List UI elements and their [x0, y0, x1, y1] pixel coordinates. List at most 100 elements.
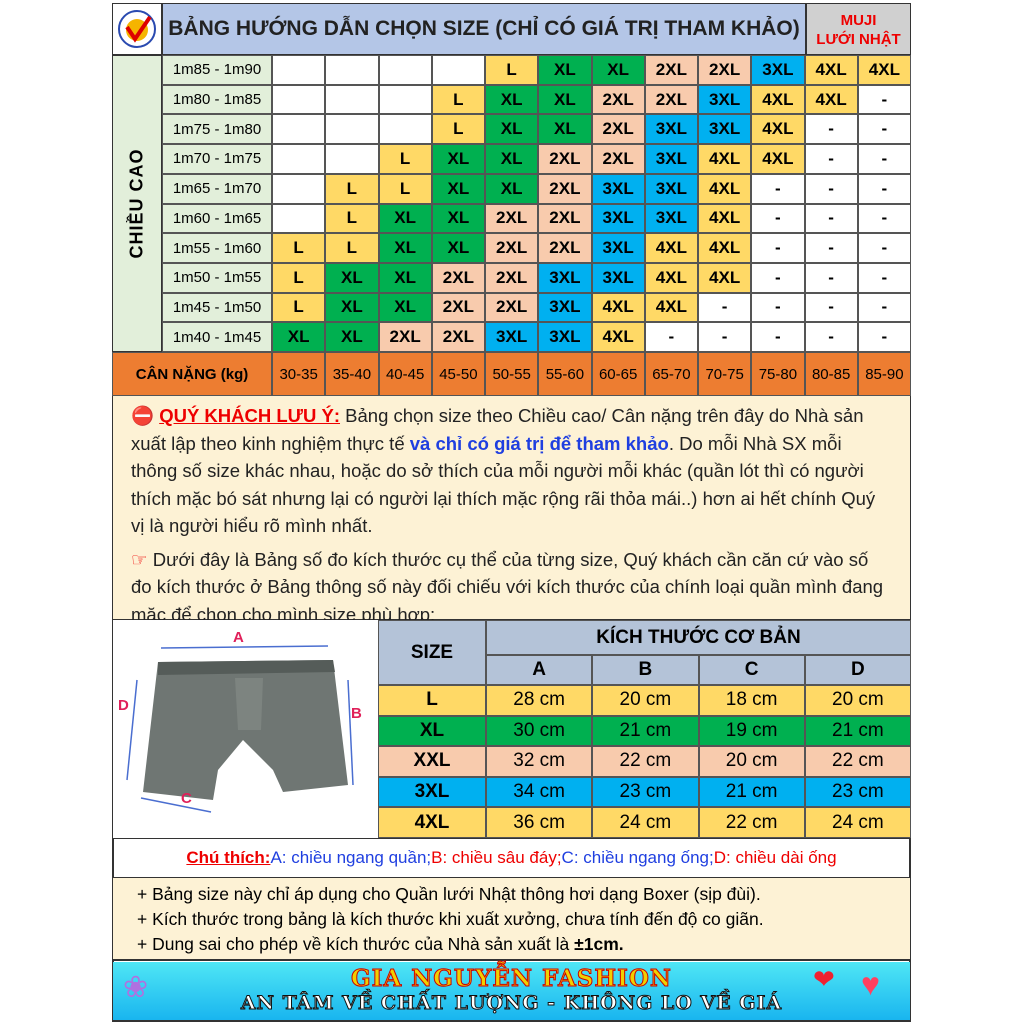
size-cell: 4XL [751, 144, 805, 174]
size-cell: L [378, 144, 432, 174]
height-range: 1m40 - 1m45 [162, 322, 272, 352]
size-cell: XL [431, 144, 485, 174]
measurement-cell: 22 cm [804, 746, 911, 777]
size-cell: XL [485, 84, 539, 115]
size-cell: 2XL [378, 322, 432, 352]
heart-icon: ❤ [813, 964, 835, 994]
measurement-cell: 22 cm [698, 807, 805, 838]
size-cell: XL [591, 55, 645, 85]
label-c: C [181, 790, 192, 807]
size-cell: 3XL [538, 262, 592, 293]
size-cell: XL [431, 173, 485, 204]
size-cell: XL [485, 114, 539, 145]
size-cell: - [751, 173, 805, 204]
size-cell: XL [538, 114, 592, 145]
measurement-cell: 19 cm [698, 715, 805, 747]
notice-text-1: Bảng chọn size theo Chiều cao/ Cân nặng … [131, 405, 864, 454]
size-cell: L [325, 203, 379, 234]
rule-2: + Kích thước trong bảng là kích thước kh… [137, 909, 764, 929]
legend-b: B: chiều sâu đáy; [431, 848, 562, 867]
height-range: 1m65 - 1m70 [162, 173, 272, 204]
size-cell: XL [378, 262, 432, 293]
weight-range: 60-65 [591, 352, 645, 396]
size-cell: 2XL [431, 292, 485, 323]
rule-3-tolerance: ±1cm. [574, 934, 624, 954]
size-cell: 2XL [431, 322, 485, 352]
height-range: 1m75 - 1m80 [162, 114, 272, 145]
notice-paragraph: ⛔ QUÝ KHÁCH LƯU Ý: Bảng chọn size theo C… [131, 402, 892, 540]
notice-title: QUÝ KHÁCH LƯU Ý: [159, 405, 341, 426]
size-label: 4XL [378, 807, 486, 838]
banner-slogan: AN TÂM VỀ CHẤT LƯỢNG - KHÔNG LO VỀ GIÁ [240, 992, 783, 1015]
size-cell: 3XL [644, 173, 698, 204]
size-label: XXL [378, 746, 486, 777]
size-cell: L [272, 292, 326, 323]
size-cell: 2XL [538, 233, 592, 263]
size-cell: 4XL [698, 203, 752, 234]
size-cell: 2XL [485, 233, 539, 263]
size-cell: 4XL [698, 144, 752, 174]
size-cell [272, 84, 326, 115]
size-cell [272, 55, 326, 85]
size-grid: 1m85 - 1m90 L XL XL 2XL 2XL 3XL 4XL 4XL 1m80 - 1m… [162, 55, 911, 352]
weight-range: 50-55 [485, 352, 539, 396]
size-cell: - [804, 292, 858, 323]
size-cell: - [751, 292, 805, 323]
notice-highlight: và chỉ có giá trị để tham khảo [409, 432, 669, 454]
size-cell [272, 203, 326, 234]
measurement-table: SIZE KÍCH THƯỚC CƠ BẢN A B C D L 28 cm 20 cm 18… [378, 620, 911, 838]
weight-label: CÂN NẶNG (kg) [112, 352, 272, 396]
size-cell: XL [485, 144, 539, 174]
size-cell [378, 55, 432, 85]
size-cell [272, 173, 326, 204]
size-cell: 2XL [485, 292, 539, 323]
size-cell: XL [538, 84, 592, 115]
height-axis-label: CHIỀU CAO [112, 55, 162, 352]
instruction-text: Dưới đây là Bảng số đo kích thước cụ thể… [131, 548, 884, 625]
size-label: 3XL [378, 776, 486, 808]
label-b: B [351, 705, 362, 722]
size-cell: - [804, 173, 858, 204]
rule-1: + Bảng size này chỉ áp dụng cho Quần lướ… [137, 884, 761, 904]
weight-range: 40-45 [378, 352, 432, 396]
weight-range: 55-60 [538, 352, 592, 396]
page-title: BẢNG HƯỚNG DẪN CHỌN SIZE (CHỈ CÓ GIÁ TRỊ… [162, 3, 806, 55]
size-cell: XL [538, 55, 592, 85]
size-cell: XL [325, 322, 379, 352]
size-label: L [378, 685, 486, 716]
height-range: 1m50 - 1m55 [162, 262, 272, 293]
size-cell: 2XL [591, 144, 645, 174]
size-cell: 3XL [698, 84, 752, 115]
legend-a: A: chiều ngang quần; [270, 848, 432, 867]
rule-3: + Dung sai cho phép về kích thước của Nh… [137, 932, 886, 957]
size-cell: 3XL [591, 233, 645, 263]
size-cell: 4XL [857, 55, 911, 85]
measurement-cell: 20 cm [698, 746, 805, 777]
brand-label: MUJI LƯỚI NHẬT [806, 3, 911, 55]
size-cell: XL [431, 203, 485, 234]
size-cell: 4XL [644, 262, 698, 293]
size-cell: 4XL [698, 262, 752, 293]
notice-box: ⛔ QUÝ KHÁCH LƯU Ý: Bảng chọn size theo C… [113, 396, 910, 625]
measurement-cell: 23 cm [592, 776, 699, 808]
weight-range: 65-70 [644, 352, 698, 396]
size-cell: 3XL [698, 114, 752, 145]
weight-range: 80-85 [804, 352, 858, 396]
flower-icon: ❀ [123, 971, 149, 1004]
size-cell: 3XL [485, 322, 539, 352]
weight-range: 70-75 [698, 352, 752, 396]
banner-title: GIA NGUYỄN FASHION [351, 965, 672, 993]
size-cell: 4XL [698, 233, 752, 263]
size-cell: - [857, 114, 911, 145]
size-cell [378, 84, 432, 115]
size-cell: 3XL [591, 262, 645, 293]
size-cell: 3XL [751, 55, 805, 85]
measurement-cell: 18 cm [698, 685, 805, 716]
size-cell: 2XL [538, 173, 592, 204]
height-range: 1m70 - 1m75 [162, 144, 272, 174]
brand-banner: ❀ ❤ ♥ GIA NGUYỄN FASHION AN TÂM VỀ CHẤT … [113, 962, 910, 1020]
size-cell: 4XL [698, 173, 752, 204]
measurement-cell: 30 cm [486, 715, 593, 747]
size-cell: - [857, 84, 911, 115]
size-cell: 4XL [644, 233, 698, 263]
